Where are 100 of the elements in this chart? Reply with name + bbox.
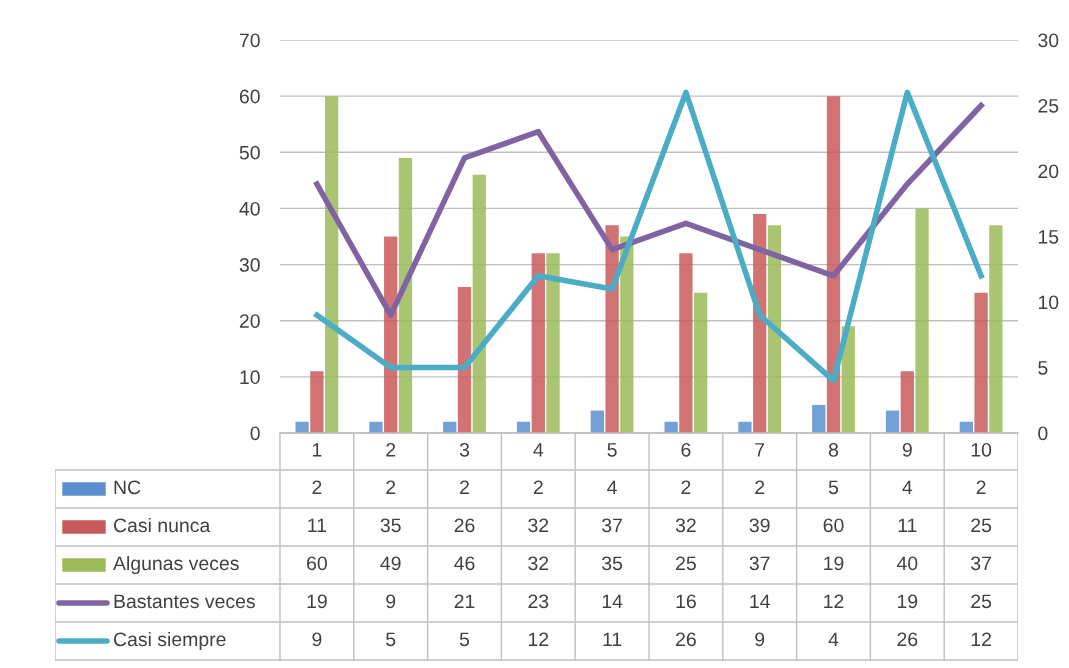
data-label: 21 — [454, 594, 475, 609]
bar — [989, 225, 1003, 433]
y2-tick-label: 0 — [1038, 426, 1048, 441]
data-label: 26 — [897, 632, 918, 647]
data-label: 2 — [976, 480, 986, 495]
data-label: 11 — [603, 632, 622, 647]
legend-label: NC — [114, 480, 141, 495]
bar — [694, 292, 708, 433]
data-label: 32 — [675, 518, 696, 533]
bar — [472, 174, 486, 433]
data-label: 2 — [755, 480, 765, 495]
data-label: 60 — [307, 556, 327, 571]
data-label: 46 — [454, 556, 475, 571]
data-label: 5 — [828, 480, 839, 495]
bar — [325, 96, 339, 433]
legend-label: Algunas veces — [113, 555, 239, 575]
bar — [546, 253, 560, 433]
data-label: 16 — [676, 594, 696, 609]
data-label: 35 — [602, 556, 623, 571]
y-tick-label: 20 — [239, 314, 260, 328]
x-tick-label: 6 — [681, 442, 691, 457]
x-tick-label: 3 — [459, 442, 470, 457]
data-label: 4 — [828, 632, 839, 647]
bar — [885, 410, 900, 433]
data-label: 26 — [454, 518, 475, 533]
bar — [398, 157, 413, 433]
bar — [974, 292, 988, 433]
data-label: 25 — [971, 518, 992, 533]
data-label: 5 — [459, 632, 470, 647]
data-label: 26 — [676, 632, 696, 647]
data-label: 9 — [755, 632, 765, 647]
y-tick-label: 60 — [239, 89, 260, 104]
data-label: 19 — [897, 594, 918, 609]
y2-tick-label: 5 — [1038, 361, 1048, 375]
data-label: 4 — [607, 480, 617, 495]
legend-label: Casi nunca — [113, 517, 211, 533]
y2-tick-label: 15 — [1038, 230, 1059, 244]
data-label: 14 — [750, 594, 770, 609]
y-tick-label: 40 — [239, 201, 260, 216]
y-tick-label: 10 — [240, 370, 260, 385]
data-label: 39 — [749, 518, 770, 533]
data-label: 2 — [533, 480, 543, 495]
data-label: 35 — [380, 518, 401, 533]
x-tick-label: 9 — [902, 442, 912, 457]
data-label: 14 — [602, 594, 623, 609]
y-tick-label: 50 — [239, 145, 260, 160]
data-label: 40 — [896, 556, 918, 571]
y-tick-label: 30 — [239, 258, 260, 272]
bar — [826, 96, 841, 433]
x-tick-label: 7 — [755, 443, 765, 457]
bar — [738, 421, 752, 433]
data-label: 12 — [528, 632, 549, 647]
x-tick-label: 5 — [607, 443, 617, 457]
data-label: 2 — [460, 480, 469, 495]
data-label: 37 — [749, 556, 770, 571]
data-label: 11 — [898, 518, 917, 533]
bar — [310, 371, 324, 433]
y-tick-label: 0 — [250, 426, 260, 441]
bar — [812, 404, 826, 433]
data-label: 9 — [312, 632, 322, 647]
data-label: 19 — [824, 556, 844, 571]
data-label: 4 — [902, 480, 913, 495]
bar — [679, 253, 693, 433]
data-label: 23 — [528, 594, 549, 609]
bar — [664, 421, 678, 433]
x-tick-label: 4 — [533, 443, 544, 457]
x-tick-label: 8 — [828, 442, 839, 457]
data-label: 60 — [823, 518, 844, 533]
bar — [531, 253, 545, 433]
y2-tick-label: 30 — [1038, 33, 1059, 48]
bar — [457, 287, 472, 433]
data-label: 25 — [676, 556, 696, 571]
bar — [369, 421, 383, 433]
x-tick-label: 10 — [971, 442, 992, 457]
data-label: 9 — [386, 594, 396, 609]
data-label: 19 — [307, 594, 327, 609]
data-label: 25 — [971, 594, 992, 609]
bar — [900, 371, 914, 433]
x-tick-label: 1 — [312, 443, 322, 457]
bar — [915, 208, 929, 433]
bar — [295, 421, 309, 433]
data-label: 12 — [824, 594, 844, 609]
bar — [590, 410, 604, 433]
data-label: 37 — [602, 518, 622, 533]
y-tick-label: 70 — [239, 33, 260, 48]
legend-label: Bastantes veces — [114, 594, 255, 609]
data-label: 32 — [528, 556, 549, 571]
data-label: 5 — [386, 632, 396, 647]
y2-tick-label: 25 — [1038, 98, 1059, 113]
data-label: 2 — [312, 480, 322, 495]
data-label: 11 — [308, 518, 327, 533]
bar — [620, 236, 634, 433]
data-label: 37 — [971, 556, 991, 571]
data-label: 32 — [528, 518, 549, 533]
bar — [767, 225, 782, 433]
data-label: 2 — [386, 480, 396, 495]
y2-tick-label: 10 — [1038, 295, 1059, 310]
bar — [605, 225, 619, 433]
legend-label: Casi siempre — [113, 631, 226, 651]
data-label: 2 — [681, 480, 691, 495]
